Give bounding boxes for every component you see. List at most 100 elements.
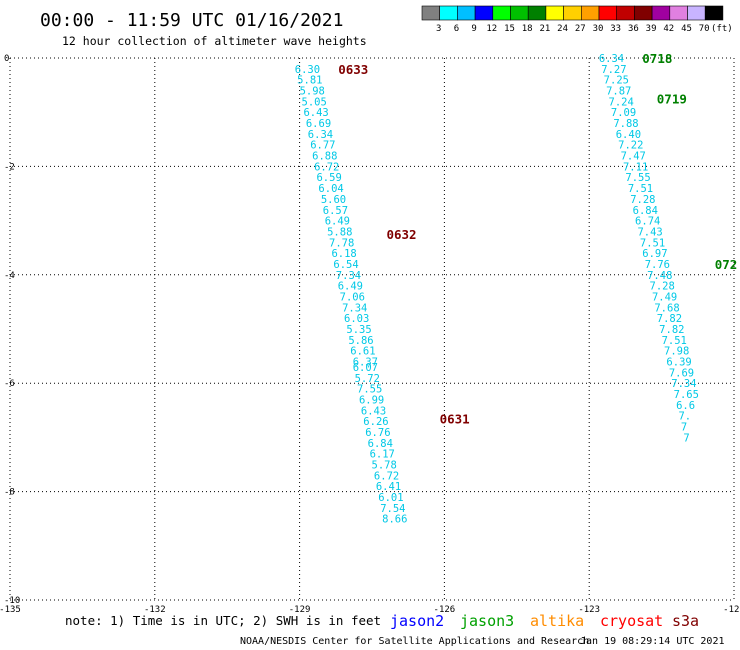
color-scale-label: 15 — [504, 24, 515, 34]
wave-height-value: 6.69 — [306, 118, 331, 130]
wave-height-value: 7.48 — [647, 270, 672, 282]
footer-timestamp: Jan 19 08:29:14 UTC 2021 — [580, 636, 725, 647]
wave-height-value: 7.68 — [654, 302, 679, 314]
color-scale-label: 30 — [593, 24, 604, 34]
wave-height-value: 6.84 — [368, 438, 393, 450]
wave-height-value: 7.49 — [652, 291, 677, 303]
grid-lines — [9, 57, 735, 601]
color-swatch — [651, 5, 671, 21]
y-tick-label: -8 — [4, 488, 15, 498]
color-scale-label: 18 — [522, 24, 533, 34]
color-swatch — [634, 5, 653, 21]
color-scale-label: 9 — [471, 24, 476, 34]
y-tick-label: -4 — [4, 271, 15, 281]
color-scale-label: 70 — [699, 24, 710, 34]
legend-item-jason3: jason3 — [460, 612, 514, 630]
wave-height-value: 7.09 — [611, 107, 636, 119]
wave-height-value: 6.18 — [331, 248, 356, 260]
wave-height-value: 5.78 — [372, 460, 397, 472]
color-swatch — [616, 5, 635, 21]
wave-height-value: 6.07 — [353, 362, 378, 374]
pass-id-label: 0631 — [440, 411, 470, 426]
wave-height-value: 7 — [681, 422, 687, 434]
color-scale-label: 6 — [454, 24, 459, 34]
wave-height-value: 6.34 — [599, 53, 624, 65]
wave-height-value: 6.72 — [314, 161, 339, 173]
wave-height-value: 5.81 — [297, 75, 322, 87]
color-swatch — [492, 5, 511, 21]
wave-height-value: 6.04 — [318, 183, 343, 195]
color-swatch — [669, 5, 688, 21]
wave-height-value: 7.76 — [645, 259, 670, 271]
y-tick-label: -10 — [4, 596, 20, 606]
x-tick-label: -129 — [289, 605, 311, 615]
color-scale-label: 12 — [486, 24, 497, 34]
satellite-legend: jason2 jason3 altika cryosat s3a — [390, 612, 699, 630]
y-tick-label: -2 — [4, 162, 15, 172]
color-swatch — [704, 5, 724, 21]
color-scale-label: 36 — [628, 24, 639, 34]
color-swatch — [457, 5, 476, 21]
wave-height-value: 6.49 — [338, 281, 363, 293]
wave-height-value: 7.51 — [662, 335, 687, 347]
y-tick-label: -6 — [4, 379, 15, 389]
wave-height-value: 7 — [683, 432, 689, 444]
pass-id-label: 0718 — [642, 51, 672, 66]
wave-height-value: 7.82 — [657, 313, 682, 325]
x-tick-label: -135 — [0, 605, 21, 615]
wave-height-value: 5.35 — [346, 324, 371, 336]
wave-height-value: 7.78 — [329, 237, 354, 249]
wave-height-value: 7.55 — [625, 172, 650, 184]
color-scale-label: 45 — [681, 24, 692, 34]
wave-height-value: 7.34 — [342, 302, 367, 314]
color-scale-label: 39 — [646, 24, 657, 34]
wave-height-value: 6.34 — [308, 129, 333, 141]
color-swatch — [421, 5, 441, 21]
wave-height-value: 7.06 — [340, 291, 365, 303]
color-scale-label: 21 — [539, 24, 550, 34]
wave-height-value: 6.39 — [666, 357, 691, 369]
wave-height-value: 5.05 — [302, 96, 327, 108]
wave-height-value: 6.97 — [642, 248, 667, 260]
wave-height-value: 7.22 — [618, 140, 643, 152]
legend-item-s3a: s3a — [672, 612, 699, 630]
wave-height-value: 7. — [678, 411, 691, 423]
wave-height-value: 7.24 — [609, 96, 634, 108]
wave-height-value: 5.98 — [300, 86, 325, 98]
wave-height-value: 8.66 — [382, 514, 407, 526]
wave-height-value: 6.17 — [370, 449, 395, 461]
pass-id-label: 0632 — [386, 227, 416, 242]
color-scale-label: 27 — [575, 24, 586, 34]
x-tick-label: -132 — [144, 605, 166, 615]
wave-height-value: 6.76 — [365, 427, 390, 439]
wave-height-value: 7.34 — [336, 270, 361, 282]
color-swatch — [439, 5, 458, 21]
units-note: note: 1) Time is in UTC; 2) SWH is in fe… — [65, 613, 381, 628]
wave-height-value: 6.77 — [310, 140, 335, 152]
wave-height-value: 7.28 — [630, 194, 655, 206]
x-tick-label: -123 — [578, 605, 600, 615]
wave-height-value: 6.74 — [635, 216, 660, 228]
axis-tick-labels: -135 -132 -129 -126 -123 -120 0 -2 -4 -6 -8 -10 — [0, 54, 740, 615]
pass-id-label: 0719 — [657, 92, 687, 107]
wave-height-value: 7.55 — [357, 384, 382, 396]
wave-height-value: 7.87 — [606, 86, 631, 98]
color-scale-label: 33 — [610, 24, 621, 34]
wave-height-value: 7.54 — [380, 503, 405, 515]
color-swatch — [563, 5, 582, 21]
footer-credit: NOAA/NESDIS Center for Satellite Applica… — [240, 636, 589, 647]
wave-height-value: 6.41 — [376, 481, 401, 493]
wave-height-value: 7.69 — [669, 367, 694, 379]
wave-height-value: 7.51 — [628, 183, 653, 195]
wave-height-value: 7.47 — [621, 151, 646, 163]
wave-height-value: 6.01 — [378, 492, 403, 504]
x-tick-label: -120 — [723, 605, 740, 615]
wave-height-value: 5.60 — [321, 194, 346, 206]
wave-height-value: 7.27 — [601, 64, 626, 76]
wave-height-value: 6.40 — [616, 129, 641, 141]
wave-height-value: 7.65 — [674, 389, 699, 401]
wave-height-value: 7.51 — [640, 237, 665, 249]
wave-height-value: 7.11 — [623, 161, 648, 173]
color-scale-label: 3 — [436, 24, 441, 34]
